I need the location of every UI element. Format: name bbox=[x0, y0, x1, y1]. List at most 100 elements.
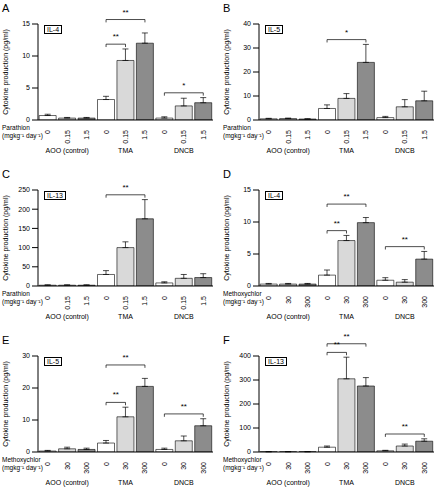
svg-text:1.5: 1.5 bbox=[83, 296, 90, 306]
svg-text:0.15: 0.15 bbox=[122, 130, 129, 144]
svg-text:300: 300 bbox=[141, 462, 148, 474]
svg-text:0: 0 bbox=[265, 130, 272, 134]
svg-text:**: ** bbox=[334, 219, 340, 228]
svg-text:1.5: 1.5 bbox=[141, 130, 148, 140]
svg-text:**: ** bbox=[122, 353, 128, 362]
svg-text:1.5: 1.5 bbox=[304, 130, 311, 140]
svg-text:0.15: 0.15 bbox=[122, 296, 129, 310]
svg-text:300: 300 bbox=[421, 462, 428, 474]
svg-text:30: 30 bbox=[122, 462, 129, 470]
svg-text:10: 10 bbox=[22, 416, 30, 423]
svg-text:100: 100 bbox=[18, 244, 30, 251]
svg-text:0: 0 bbox=[103, 462, 110, 466]
svg-text:1.5: 1.5 bbox=[362, 130, 369, 140]
svg-text:**: ** bbox=[343, 192, 349, 201]
svg-text:300: 300 bbox=[200, 462, 207, 474]
svg-text:**: ** bbox=[402, 422, 408, 431]
svg-text:0: 0 bbox=[247, 448, 251, 455]
svg-text:0: 0 bbox=[382, 296, 389, 300]
svg-text:TMA: TMA bbox=[118, 147, 133, 154]
svg-text:Cytokine production (pg/ml): Cytokine production (pg/ml) bbox=[8, 361, 10, 447]
svg-text:5: 5 bbox=[247, 250, 251, 257]
svg-text:AOO (control): AOO (control) bbox=[46, 479, 89, 487]
svg-text:0: 0 bbox=[324, 462, 331, 466]
svg-text:30: 30 bbox=[22, 352, 30, 359]
svg-text:0: 0 bbox=[103, 130, 110, 134]
svg-text:AOO (control): AOO (control) bbox=[267, 147, 310, 155]
svg-text:0.15: 0.15 bbox=[343, 130, 350, 144]
svg-text:0: 0 bbox=[382, 130, 389, 134]
svg-text:TMA: TMA bbox=[339, 147, 354, 154]
svg-text:TMA: TMA bbox=[339, 313, 354, 320]
svg-text:10: 10 bbox=[243, 218, 251, 225]
svg-text:AOO (control): AOO (control) bbox=[267, 479, 310, 487]
svg-text:0.15: 0.15 bbox=[401, 130, 408, 144]
svg-text:TMA: TMA bbox=[339, 479, 354, 486]
svg-text:DNCB: DNCB bbox=[174, 479, 194, 486]
svg-text:30: 30 bbox=[285, 462, 292, 470]
svg-text:30: 30 bbox=[180, 462, 187, 470]
svg-text:AOO (control): AOO (control) bbox=[46, 147, 89, 155]
svg-text:0: 0 bbox=[161, 130, 168, 134]
svg-text:0: 0 bbox=[265, 296, 272, 300]
svg-text:0: 0 bbox=[26, 116, 30, 123]
svg-text:50: 50 bbox=[22, 263, 30, 270]
svg-text:1.5: 1.5 bbox=[200, 296, 207, 306]
svg-text:15: 15 bbox=[243, 186, 251, 193]
svg-text:300: 300 bbox=[239, 376, 251, 383]
svg-text:DNCB: DNCB bbox=[395, 147, 415, 154]
svg-text:400: 400 bbox=[239, 352, 251, 359]
svg-text:30: 30 bbox=[343, 296, 350, 304]
svg-text:0: 0 bbox=[265, 462, 272, 466]
svg-text:30: 30 bbox=[285, 296, 292, 304]
svg-text:Cytokine production (pg/ml): Cytokine production (pg/ml) bbox=[223, 361, 231, 447]
svg-text:150: 150 bbox=[18, 225, 30, 232]
svg-text:1.5: 1.5 bbox=[83, 130, 90, 140]
svg-text:AOO (control): AOO (control) bbox=[267, 313, 310, 321]
svg-text:0: 0 bbox=[324, 130, 331, 134]
svg-text:15: 15 bbox=[22, 20, 30, 27]
svg-text:0: 0 bbox=[26, 448, 30, 455]
svg-text:300: 300 bbox=[362, 462, 369, 474]
svg-text:0: 0 bbox=[161, 296, 168, 300]
svg-text:**: ** bbox=[334, 340, 340, 349]
svg-text:0: 0 bbox=[26, 282, 30, 289]
svg-text:300: 300 bbox=[304, 462, 311, 474]
svg-text:**: ** bbox=[122, 8, 128, 17]
svg-text:Cytokine production (pg/ml): Cytokine production (pg/ml) bbox=[8, 195, 10, 281]
svg-text:DNCB: DNCB bbox=[395, 313, 415, 320]
svg-text:TMA: TMA bbox=[118, 479, 133, 486]
svg-text:300: 300 bbox=[304, 296, 311, 308]
svg-text:0.15: 0.15 bbox=[64, 130, 71, 144]
svg-text:0: 0 bbox=[44, 462, 51, 466]
svg-text:300: 300 bbox=[421, 296, 428, 308]
svg-text:*: * bbox=[182, 81, 185, 90]
svg-text:200: 200 bbox=[18, 206, 30, 213]
svg-text:250: 250 bbox=[18, 186, 30, 193]
svg-text:AOO (control): AOO (control) bbox=[46, 313, 89, 321]
svg-text:*: * bbox=[345, 28, 348, 37]
svg-text:1.5: 1.5 bbox=[200, 130, 207, 140]
svg-text:10: 10 bbox=[22, 52, 30, 59]
svg-text:**: ** bbox=[402, 235, 408, 244]
svg-text:0: 0 bbox=[44, 130, 51, 134]
svg-text:20: 20 bbox=[243, 68, 251, 75]
svg-text:1.5: 1.5 bbox=[421, 130, 428, 140]
svg-text:40: 40 bbox=[243, 20, 251, 27]
svg-text:0: 0 bbox=[247, 116, 251, 123]
svg-text:10: 10 bbox=[243, 92, 251, 99]
svg-text:0: 0 bbox=[247, 282, 251, 289]
svg-text:20: 20 bbox=[22, 384, 30, 391]
svg-text:5: 5 bbox=[26, 84, 30, 91]
svg-text:DNCB: DNCB bbox=[174, 313, 194, 320]
svg-text:TMA: TMA bbox=[118, 313, 133, 320]
svg-text:0: 0 bbox=[161, 462, 168, 466]
svg-text:200: 200 bbox=[239, 400, 251, 407]
svg-text:**: ** bbox=[181, 402, 187, 411]
svg-text:DNCB: DNCB bbox=[395, 479, 415, 486]
svg-text:DNCB: DNCB bbox=[174, 147, 194, 154]
svg-text:30: 30 bbox=[401, 462, 408, 470]
svg-text:0: 0 bbox=[324, 296, 331, 300]
svg-text:0.15: 0.15 bbox=[285, 130, 292, 144]
svg-text:30: 30 bbox=[243, 44, 251, 51]
